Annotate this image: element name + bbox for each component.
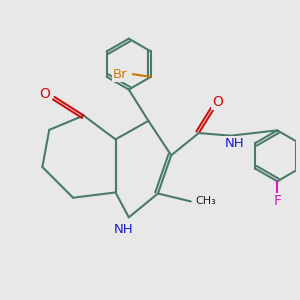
Text: O: O — [40, 87, 50, 101]
Text: Br: Br — [113, 68, 128, 81]
Text: NH: NH — [225, 137, 245, 150]
Text: NH: NH — [114, 223, 133, 236]
Text: F: F — [273, 194, 281, 208]
Text: O: O — [212, 95, 223, 109]
Text: CH₃: CH₃ — [195, 196, 216, 206]
